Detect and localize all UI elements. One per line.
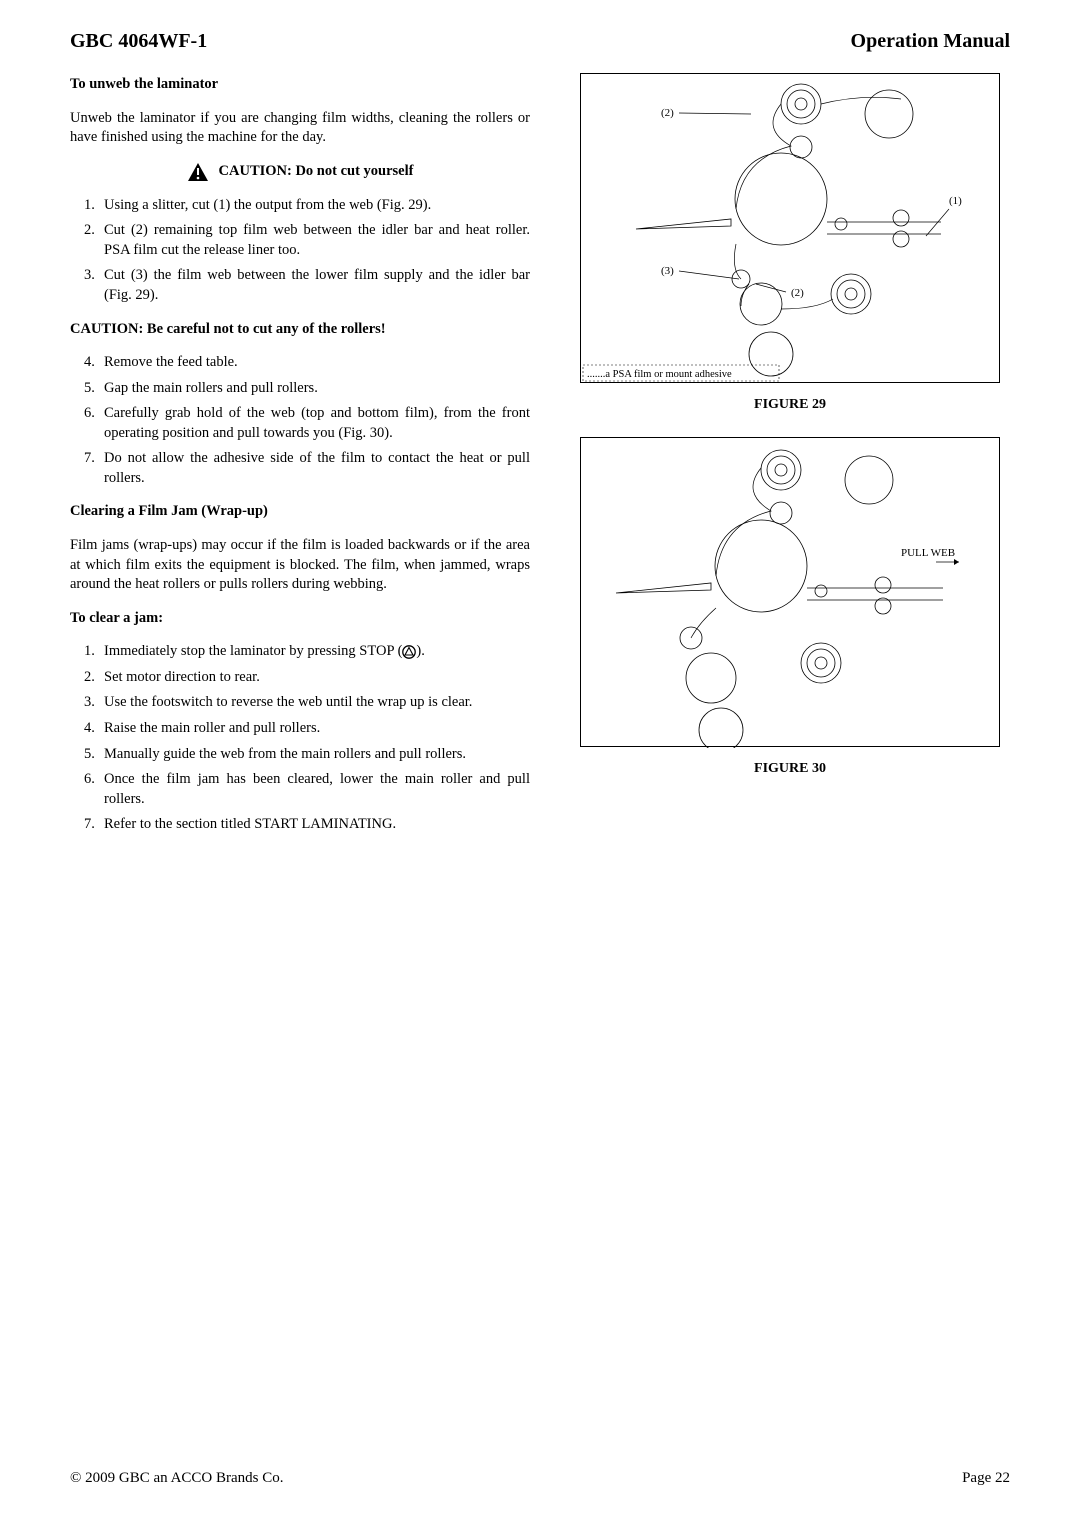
fig29-label-3: (3) bbox=[661, 265, 674, 277]
list-item: 7.Do not allow the adhesive side of the … bbox=[84, 449, 530, 488]
list-item: 2.Cut (2) remaining top film web between… bbox=[84, 221, 530, 260]
header-left: GBC 4064WF-1 bbox=[70, 30, 207, 53]
list-item: 1.Using a slitter, cut (1) the output fr… bbox=[84, 196, 530, 216]
list-item: 3.Use the footswitch to reverse the web … bbox=[84, 693, 530, 713]
unweb-steps-1: 1.Using a slitter, cut (1) the output fr… bbox=[70, 196, 530, 306]
fig29-note: .......a PSA film or mount adhesive bbox=[587, 369, 732, 380]
list-item: 5.Manually guide the web from the main r… bbox=[84, 745, 530, 765]
caution-text: CAUTION: Do not cut yourself bbox=[219, 162, 414, 182]
unweb-title: To unweb the laminator bbox=[70, 75, 530, 95]
caution-line: CAUTION: Do not cut yourself bbox=[70, 162, 530, 182]
list-item: 4.Raise the main roller and pull rollers… bbox=[84, 719, 530, 739]
left-column: To unweb the laminator Unweb the laminat… bbox=[70, 73, 530, 849]
footer-page: Page 22 bbox=[962, 1470, 1010, 1487]
figure-30-box: PULL WEB bbox=[580, 437, 1000, 747]
to-clear-title: To clear a jam: bbox=[70, 609, 530, 629]
footer-copyright: © 2009 GBC an ACCO Brands Co. bbox=[70, 1470, 284, 1487]
footer: © 2009 GBC an ACCO Brands Co. Page 22 bbox=[70, 1470, 1010, 1487]
header-right: Operation Manual bbox=[851, 30, 1010, 53]
list-item: 4.Remove the feed table. bbox=[84, 353, 530, 373]
list-item: 1. Immediately stop the laminator by pre… bbox=[84, 642, 530, 662]
figure-30-caption: FIGURE 30 bbox=[754, 761, 826, 777]
list-item: 6.Carefully grab hold of the web (top an… bbox=[84, 404, 530, 443]
fig29-label-2a: (2) bbox=[661, 107, 674, 119]
figure-30-diagram: PULL WEB bbox=[581, 438, 1001, 748]
fig29-label-2b: (2) bbox=[791, 287, 804, 299]
figure-29-box: (2) (1) (3) (2) bbox=[580, 73, 1000, 383]
fig30-pull-web: PULL WEB bbox=[901, 547, 955, 559]
list-item: 6.Once the film jam has been cleared, lo… bbox=[84, 770, 530, 809]
clearing-intro: Film jams (wrap-ups) may occur if the fi… bbox=[70, 536, 530, 595]
right-column: (2) (1) (3) (2) bbox=[570, 73, 1010, 849]
warning-icon bbox=[187, 162, 209, 182]
list-item: 7.Refer to the section titled START LAMI… bbox=[84, 815, 530, 835]
page-header: GBC 4064WF-1 Operation Manual bbox=[70, 30, 1010, 53]
list-item: 2.Set motor direction to rear. bbox=[84, 668, 530, 688]
figure-29-diagram: (2) (1) (3) (2) bbox=[581, 74, 1001, 384]
content-area: To unweb the laminator Unweb the laminat… bbox=[70, 73, 1010, 849]
clearing-title: Clearing a Film Jam (Wrap-up) bbox=[70, 502, 530, 522]
unweb-intro: Unweb the laminator if you are changing … bbox=[70, 109, 530, 148]
caution-rollers: CAUTION: Be careful not to cut any of th… bbox=[70, 320, 530, 340]
clear-steps: 1. Immediately stop the laminator by pre… bbox=[70, 642, 530, 835]
list-item: 3.Cut (3) the film web between the lower… bbox=[84, 266, 530, 305]
stop-icon bbox=[402, 645, 416, 659]
fig29-label-1: (1) bbox=[949, 195, 962, 207]
unweb-steps-2: 4.Remove the feed table. 5.Gap the main … bbox=[70, 353, 530, 488]
figure-29-caption: FIGURE 29 bbox=[754, 397, 826, 413]
list-item: 5.Gap the main rollers and pull rollers. bbox=[84, 379, 530, 399]
